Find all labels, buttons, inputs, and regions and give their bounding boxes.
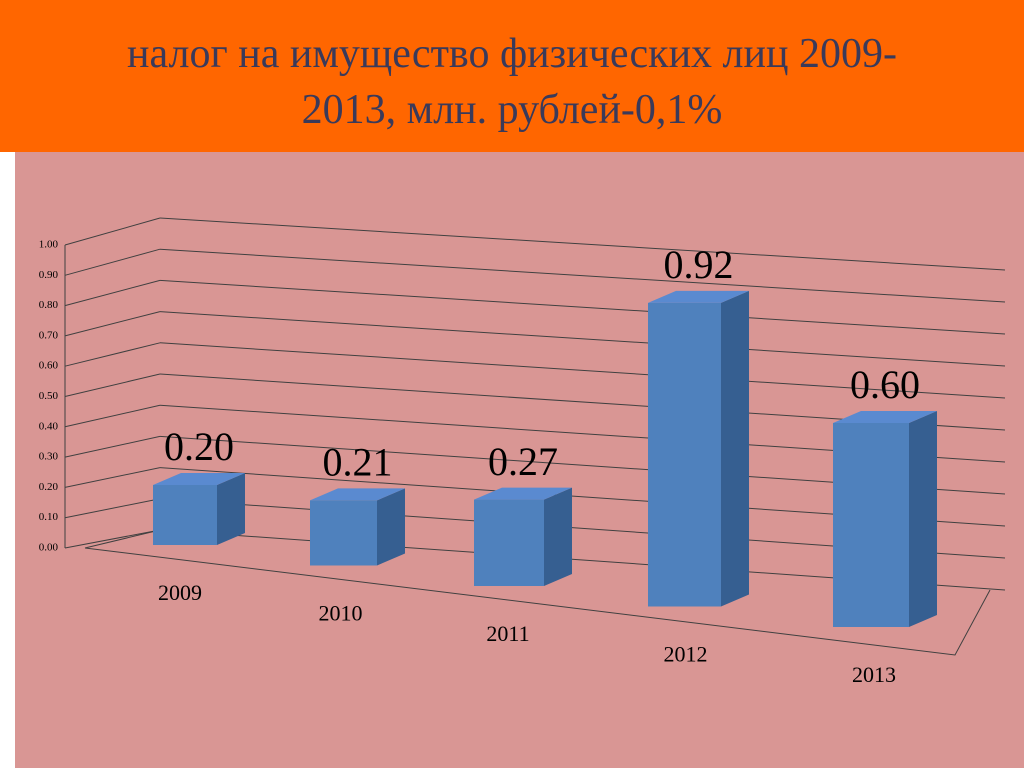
- bar-top: [648, 290, 749, 303]
- bar-side: [544, 487, 572, 586]
- grid-line: [64, 498, 161, 519]
- bar-top: [153, 473, 245, 485]
- grid-line: [64, 342, 161, 367]
- bar: [153, 485, 217, 545]
- value-label: 0.27: [488, 439, 558, 484]
- bar: [833, 423, 909, 627]
- grid-line: [159, 217, 1006, 271]
- x-tick-label: 2009: [158, 580, 202, 605]
- value-label: 0.20: [164, 424, 234, 469]
- y-tick-label: 0.30: [39, 451, 59, 463]
- y-tick-label: 1.00: [39, 239, 59, 251]
- y-tick-label: 0.00: [39, 542, 59, 554]
- y-tick-label: 0.80: [39, 299, 59, 311]
- grid-line: [159, 311, 1006, 367]
- y-tick-label: 0.20: [39, 481, 59, 493]
- y-tick-label: 0.60: [39, 360, 59, 372]
- bar-side: [909, 411, 937, 627]
- bar-top: [474, 487, 572, 500]
- value-label: 0.21: [323, 440, 393, 485]
- x-tick-label: 2011: [486, 621, 529, 646]
- chart-title: налог на имущество физических лиц 2009-2…: [127, 31, 897, 133]
- grid-line: [64, 435, 161, 458]
- floor-edge: [84, 529, 161, 549]
- y-tick-label: 0.70: [39, 329, 59, 341]
- x-tick-label: 2010: [319, 601, 363, 626]
- grid-line: [159, 342, 1006, 399]
- grid-line: [64, 467, 161, 488]
- bar-side: [721, 290, 749, 607]
- grid-line: [64, 279, 161, 307]
- y-tick-label: 0.50: [39, 390, 59, 402]
- grid-line: [64, 529, 161, 549]
- grid-line: [64, 248, 161, 276]
- bar: [648, 302, 721, 607]
- grid-line: [64, 373, 161, 397]
- grid-line: [159, 248, 1006, 303]
- grid-line: [159, 279, 1006, 335]
- floor: [84, 547, 991, 656]
- bar-top: [310, 488, 405, 501]
- bar: [310, 500, 377, 566]
- x-tick-label: 2013: [852, 662, 896, 687]
- grid-line: [64, 311, 161, 337]
- bar-side: [377, 488, 405, 566]
- side-strip: [0, 152, 15, 768]
- y-tick-label: 0.10: [39, 511, 59, 523]
- bar-side: [217, 473, 245, 545]
- bar-top: [833, 411, 937, 423]
- header-band: [0, 0, 1024, 152]
- x-tick-label: 2012: [664, 642, 708, 667]
- y-tick-label: 0.40: [39, 420, 59, 432]
- y-tick-label: 0.90: [39, 269, 59, 281]
- grid-line: [64, 217, 161, 246]
- bar: [474, 499, 544, 586]
- value-label: 0.60: [850, 362, 920, 407]
- grid-line: [64, 404, 161, 428]
- value-label: 0.92: [664, 242, 734, 287]
